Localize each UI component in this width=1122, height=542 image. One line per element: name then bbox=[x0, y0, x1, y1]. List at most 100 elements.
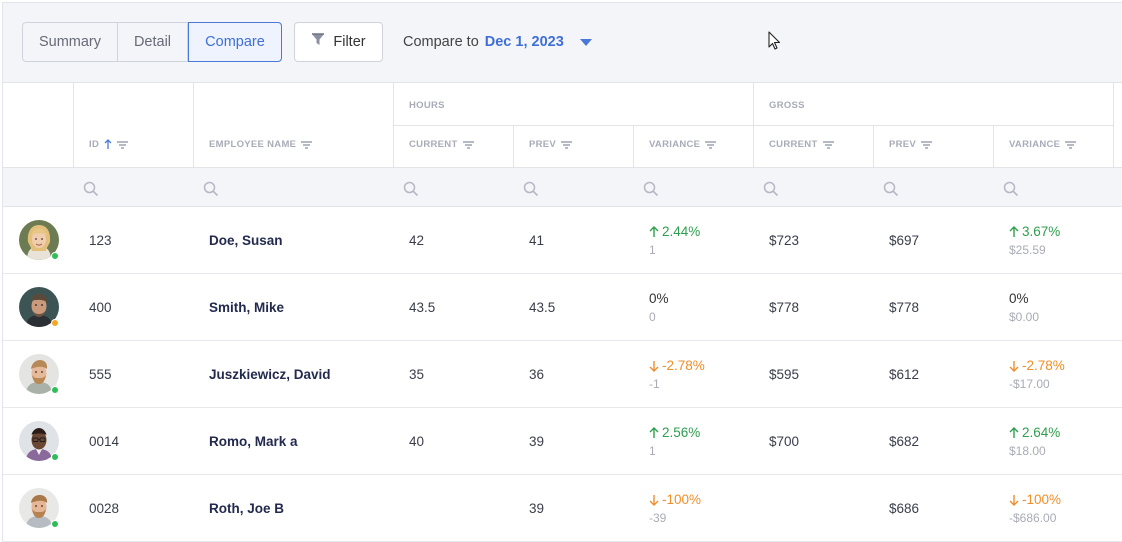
employee-name[interactable]: Doe, Susan bbox=[209, 233, 283, 248]
hours-variance-amount: 1 bbox=[649, 444, 656, 458]
hours-variance-percent: -100% bbox=[662, 492, 702, 507]
toolbar: Summary Detail Compare Filter Compare to… bbox=[3, 3, 1122, 83]
table-row[interactable]: 123 Doe, Susan 42 41 2.44% 1 $723 $697 3.67% $25.… bbox=[3, 207, 1122, 274]
hours-variance: -100% bbox=[649, 492, 701, 507]
search-icon[interactable] bbox=[203, 181, 219, 197]
employee-id: 0014 bbox=[89, 434, 120, 449]
gross-variance-amount: $25.59 bbox=[1009, 243, 1046, 257]
hours-current: 35 bbox=[409, 367, 425, 382]
gross-variance-percent: 0% bbox=[1009, 291, 1029, 306]
column-filter-icon[interactable] bbox=[561, 140, 573, 149]
hours-current: 42 bbox=[409, 233, 425, 248]
hours-variance-percent: -2.78% bbox=[662, 358, 705, 373]
arrow-up-icon bbox=[1009, 426, 1019, 438]
sort-ascending-arrow-icon[interactable] bbox=[104, 139, 112, 150]
column-header-gross-prev[interactable]: PREV bbox=[889, 139, 933, 150]
column-header-hours-variance[interactable]: VARIANCE bbox=[649, 139, 717, 150]
group-header-hours: HOURS bbox=[409, 100, 445, 111]
column-filter-icon[interactable] bbox=[705, 140, 717, 149]
arrow-down-icon bbox=[1009, 360, 1019, 372]
employee-id: 123 bbox=[89, 233, 112, 248]
hours-variance-percent: 2.56% bbox=[662, 425, 701, 440]
gross-variance-percent: 3.67% bbox=[1022, 224, 1061, 239]
hours-prev: 43.5 bbox=[529, 300, 556, 315]
gross-variance-amount: $18.00 bbox=[1009, 444, 1046, 458]
search-icon[interactable] bbox=[643, 181, 659, 197]
column-header-hours-prev-label: PREV bbox=[529, 139, 557, 150]
column-header-hours-prev[interactable]: PREV bbox=[529, 139, 573, 150]
view-tabs: Summary Detail Compare bbox=[22, 22, 282, 62]
gross-current: $778 bbox=[769, 300, 800, 315]
column-header-id[interactable]: ID bbox=[89, 139, 129, 150]
search-icon[interactable] bbox=[883, 181, 899, 197]
hours-variance-percent: 0% bbox=[649, 291, 669, 306]
gross-variance: -2.78% bbox=[1009, 358, 1065, 373]
column-filter-icon[interactable] bbox=[921, 140, 933, 149]
column-filter-icon[interactable] bbox=[822, 140, 834, 149]
column-header-hours-current[interactable]: CURRENT bbox=[409, 139, 474, 150]
employee-name[interactable]: Roth, Joe B bbox=[209, 501, 285, 516]
employee-id: 0028 bbox=[89, 501, 120, 516]
gross-variance: 0% bbox=[1009, 291, 1029, 306]
gross-variance-percent: -100% bbox=[1022, 492, 1062, 507]
search-icon[interactable] bbox=[83, 181, 99, 197]
compare-to-selector[interactable]: Compare to Dec 1, 2023 bbox=[403, 34, 592, 50]
column-filter-icon[interactable] bbox=[301, 140, 313, 149]
column-filter-icon[interactable] bbox=[462, 140, 474, 149]
hours-prev: 39 bbox=[529, 434, 545, 449]
table-row[interactable]: 0014 Romo, Mark a 40 39 2.56% 1 $700 $682 2.64% $… bbox=[3, 408, 1122, 475]
search-icon[interactable] bbox=[523, 181, 539, 197]
hours-variance-amount: -39 bbox=[649, 511, 667, 525]
hours-variance-amount: 1 bbox=[649, 243, 656, 257]
hours-current: 40 bbox=[409, 434, 425, 449]
search-icon[interactable] bbox=[403, 181, 419, 197]
gross-variance-amount: -$686.00 bbox=[1009, 511, 1057, 525]
column-header-gross-prev-label: PREV bbox=[889, 139, 917, 150]
gross-variance-percent: 2.64% bbox=[1022, 425, 1061, 440]
arrow-down-icon bbox=[1009, 494, 1019, 506]
employee-name[interactable]: Juszkiewicz, David bbox=[209, 367, 331, 382]
column-header-gross-current[interactable]: CURRENT bbox=[769, 139, 834, 150]
tab-summary[interactable]: Summary bbox=[22, 22, 118, 62]
employee-name[interactable]: Smith, Mike bbox=[209, 300, 285, 315]
compare-date-value[interactable]: Dec 1, 2023 bbox=[484, 34, 564, 50]
column-search-row bbox=[3, 167, 1122, 207]
arrow-up-icon bbox=[1009, 225, 1019, 237]
table-row[interactable]: 0028 Roth, Joe B 39 -100% -39 $686 -100% -$686.… bbox=[3, 475, 1122, 542]
search-icon[interactable] bbox=[1003, 181, 1019, 197]
status-indicator-away bbox=[51, 319, 59, 327]
gross-prev: $686 bbox=[889, 501, 920, 516]
gross-variance: 2.64% bbox=[1009, 425, 1060, 440]
status-indicator-online bbox=[51, 252, 59, 260]
status-indicator-online bbox=[51, 520, 59, 528]
caret-down-icon[interactable] bbox=[579, 39, 592, 46]
column-header-employee-name[interactable]: EMPLOYEE NAME bbox=[209, 139, 313, 150]
gross-variance: -100% bbox=[1009, 492, 1061, 507]
employee-name[interactable]: Romo, Mark a bbox=[209, 434, 298, 449]
table-row[interactable]: 400 Smith, Mike 43.5 43.5 0% 0 $778 $778 0% $0.00 bbox=[3, 274, 1122, 341]
hours-variance-amount: -1 bbox=[649, 377, 660, 391]
employee-id: 400 bbox=[89, 300, 112, 315]
column-header-hours-current-label: CURRENT bbox=[409, 139, 458, 150]
column-header-gross-variance-label: VARIANCE bbox=[1009, 139, 1061, 150]
group-header-gross: GROSS bbox=[769, 100, 805, 111]
filter-button[interactable]: Filter bbox=[294, 22, 383, 62]
gross-variance: 3.67% bbox=[1009, 224, 1060, 239]
hours-variance: 0% bbox=[649, 291, 669, 306]
column-header-gross-variance[interactable]: VARIANCE bbox=[1009, 139, 1077, 150]
table-row[interactable]: 555 Juszkiewicz, David 35 36 -2.78% -1 $595 $61… bbox=[3, 341, 1122, 408]
compare-to-label: Compare to bbox=[403, 34, 479, 50]
tab-detail[interactable]: Detail bbox=[118, 22, 188, 62]
employee-id: 555 bbox=[89, 367, 112, 382]
column-header-gross-current-label: CURRENT bbox=[769, 139, 818, 150]
gross-prev: $682 bbox=[889, 434, 920, 449]
funnel-icon bbox=[311, 33, 325, 51]
search-icon[interactable] bbox=[763, 181, 779, 197]
arrow-up-icon bbox=[649, 225, 659, 237]
column-filter-icon[interactable] bbox=[117, 140, 129, 149]
hours-variance: 2.44% bbox=[649, 224, 700, 239]
filter-button-label: Filter bbox=[333, 34, 366, 50]
column-filter-icon[interactable] bbox=[1065, 140, 1077, 149]
tab-compare[interactable]: Compare bbox=[188, 22, 282, 62]
